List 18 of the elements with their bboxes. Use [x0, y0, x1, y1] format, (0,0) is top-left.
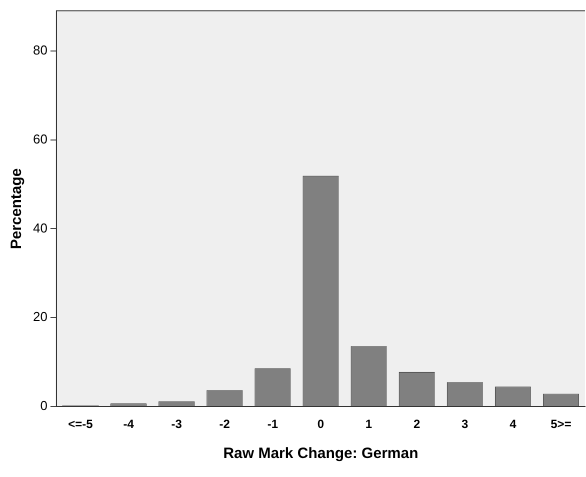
x-tick-label: 4 [510, 417, 517, 432]
x-axis-title: Raw Mark Change: German [223, 445, 418, 462]
x-tick-label: -3 [171, 417, 182, 432]
x-tick-label: 1 [365, 417, 372, 432]
x-tick-label: -4 [123, 417, 134, 432]
y-tick-label: 20 [32, 309, 48, 324]
y-axis-title: Percentage [8, 168, 26, 250]
y-tick-label: 60 [32, 131, 48, 146]
x-tick-label: -2 [219, 417, 230, 432]
x-tick-label: <=-5 [68, 417, 94, 432]
y-tick-label: 0 [40, 398, 48, 414]
y-tick-label: 80 [32, 42, 48, 58]
x-tick-label: 3 [462, 417, 469, 432]
x-tick-label: 2 [413, 417, 420, 432]
x-tick-label: 5>= [550, 417, 572, 432]
x-tick-label: -1 [267, 417, 278, 432]
x-tick-label: 0 [317, 417, 324, 432]
y-tick-label: 40 [32, 220, 48, 236]
